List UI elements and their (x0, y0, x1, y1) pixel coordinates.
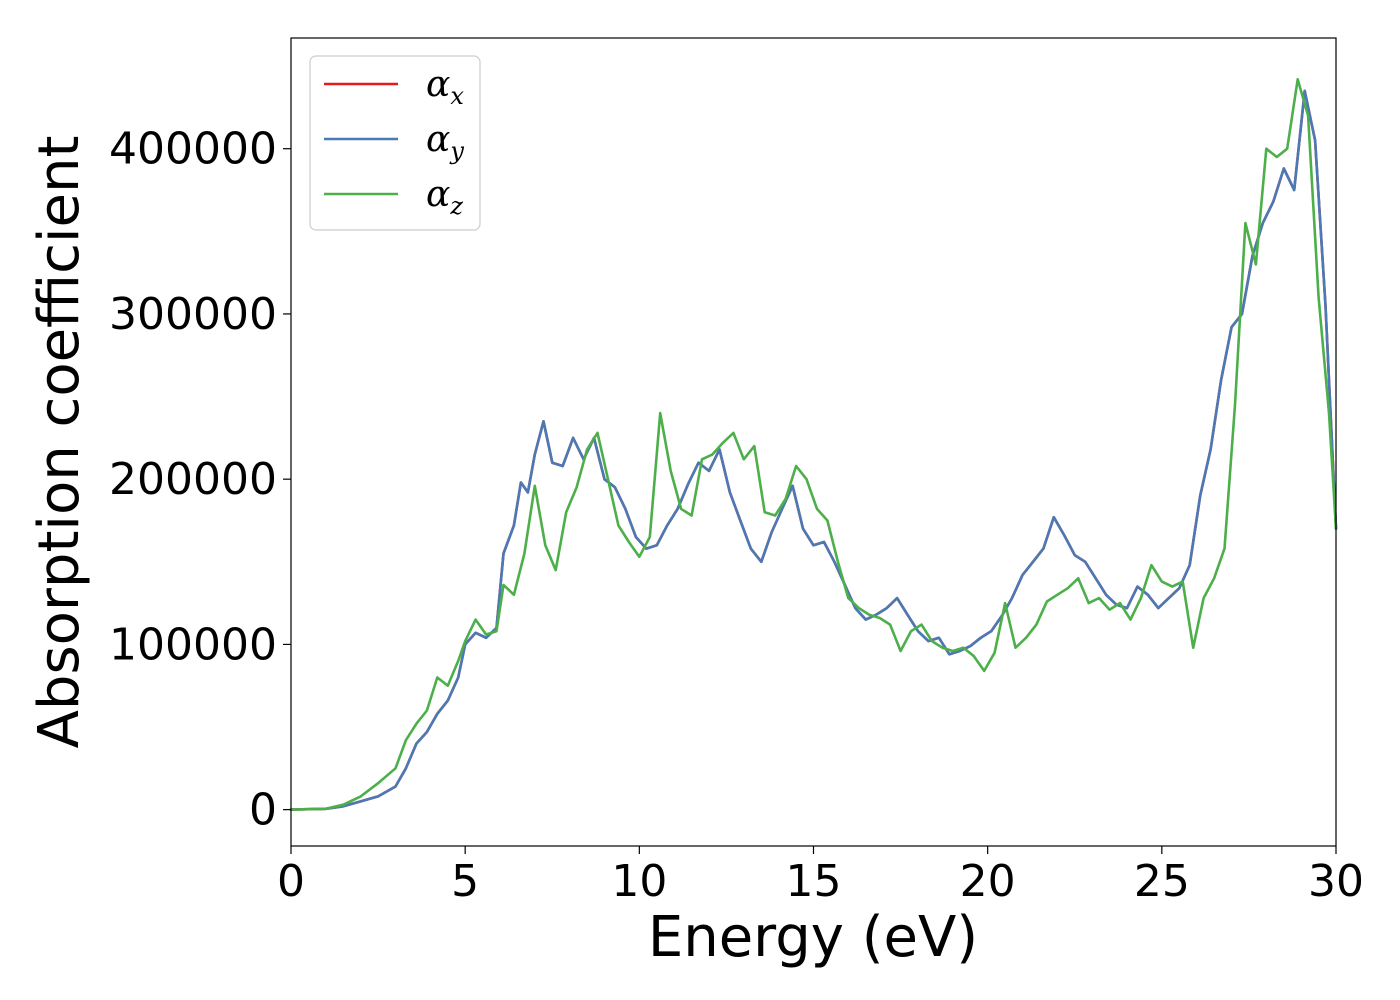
legend-symbol: α (426, 64, 450, 105)
x-tick-label: 25 (1134, 856, 1190, 907)
legend-label-y: αy (426, 119, 464, 165)
legend-subscript: x (450, 82, 464, 110)
x-tick-label: 15 (786, 856, 842, 907)
x-tick-label: 0 (277, 856, 305, 907)
y-axis-ticks: 0 100000 200000 300000 400000 (109, 124, 291, 836)
series-line-y (289, 89, 1338, 811)
y-tick-label: 0 (249, 785, 277, 836)
legend-label-x: αx (426, 64, 464, 110)
x-tick-label: 30 (1308, 856, 1364, 907)
x-tick-label: 10 (611, 856, 667, 907)
legend-box (309, 55, 481, 231)
x-tick-label: 20 (960, 856, 1016, 907)
legend-subscript: y (449, 137, 464, 165)
x-axis-label: Energy (eV) (648, 905, 978, 970)
series-layer (289, 78, 1338, 811)
legend-subscript: z (449, 192, 463, 220)
y-tick-label: 200000 (109, 454, 277, 505)
y-tick-label: 100000 (109, 619, 277, 670)
legend-symbol: α (426, 119, 450, 160)
y-tick-label: 400000 (109, 124, 277, 175)
y-tick-label: 300000 (109, 289, 277, 340)
x-tick-label: 5 (451, 856, 479, 907)
legend-label-z: αz (426, 174, 463, 220)
y-axis-label: Absorption coefficient (27, 136, 92, 749)
x-axis-ticks: 0 5 10 15 20 25 30 (277, 846, 1364, 907)
series-line-z (289, 78, 1338, 811)
legend-symbol: α (426, 174, 450, 215)
